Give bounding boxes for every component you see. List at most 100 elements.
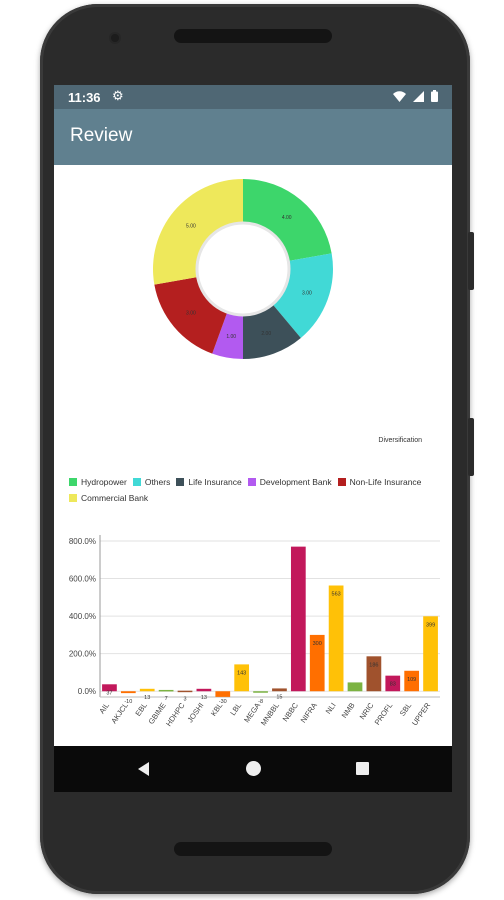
bar-value-label: 15 <box>276 694 282 700</box>
settings-icon: ⚙ <box>112 88 124 103</box>
bar-joshi[interactable] <box>196 688 212 692</box>
review-content: 4.00 3.00 2.00 1.00 3.00 5.00 Diversification… <box>54 165 452 772</box>
bar-nbbc[interactable] <box>290 546 306 692</box>
home-icon[interactable] <box>246 761 261 776</box>
pie-slice-life-insurance[interactable] <box>243 304 301 359</box>
x-tick-label: HDHPC <box>164 701 187 728</box>
y-tick-label: 600.0% <box>69 575 96 584</box>
legend-label: Non-Life Insurance <box>349 477 422 487</box>
bar-value-label: 563 <box>332 592 341 598</box>
y-tick-label: 0.0% <box>78 687 96 696</box>
bar-ebl[interactable] <box>139 688 155 692</box>
bar-value-label: 83 <box>390 682 396 688</box>
legend-swatch <box>69 494 77 502</box>
bar-value-label: -8 <box>258 699 263 705</box>
navigation-bar <box>54 746 452 792</box>
bar-mega[interactable] <box>253 691 268 693</box>
x-tick-label: NRIC <box>358 701 376 722</box>
back-icon[interactable] <box>138 762 149 776</box>
legend-label: Development Bank <box>259 477 332 487</box>
x-tick-label: JOSHI <box>185 701 205 724</box>
bar-ail[interactable] <box>102 684 117 692</box>
x-tick-label: PROFL <box>373 701 395 727</box>
bar-nmb[interactable] <box>347 682 363 692</box>
x-tick-label: NLI <box>324 701 338 716</box>
legend-swatch <box>69 478 77 486</box>
x-tick-label: AKJCL <box>109 701 130 725</box>
bar-kbl[interactable] <box>215 691 231 697</box>
y-tick-label: 800.0% <box>69 537 96 546</box>
app-bar: Review <box>54 109 452 165</box>
bar-mnbbl[interactable] <box>272 688 287 692</box>
signal-icon <box>413 90 424 102</box>
x-tick-label: AIL <box>97 701 111 715</box>
x-tick-label: NIFRA <box>299 701 319 725</box>
bar-profl[interactable] <box>385 675 401 692</box>
bar-sbl[interactable] <box>404 670 420 692</box>
bar-akjcl[interactable] <box>120 691 136 694</box>
bar-nifra[interactable] <box>309 634 325 692</box>
bar-value-label: -10 <box>124 699 132 705</box>
front-camera <box>111 34 119 42</box>
legend-item: Others <box>132 477 171 487</box>
bar-hdhpc[interactable] <box>177 690 193 693</box>
pie-value-label: 3.00 <box>302 290 312 296</box>
status-bar: 11:36 ⚙ <box>54 85 452 109</box>
legend-swatch <box>337 478 346 486</box>
bar-value-label: 3 <box>183 697 186 703</box>
battery-icon <box>431 90 438 102</box>
pie-value-label: 1.00 <box>226 334 236 340</box>
bar-value-label: 13 <box>144 695 150 701</box>
legend-item: Hydropower <box>69 477 127 487</box>
pie-value-label: 3.00 <box>186 311 196 317</box>
status-time: 11:36 <box>68 90 101 105</box>
x-tick-label: SBL <box>398 701 414 718</box>
power-button <box>468 418 474 476</box>
legend-item: Life Insurance <box>176 477 242 487</box>
bar-upper[interactable] <box>423 616 438 692</box>
legend-label: Others <box>144 477 171 487</box>
pie-value-label: 5.00 <box>186 223 196 229</box>
pie-slice-non-life-insurance[interactable] <box>154 276 228 354</box>
status-icons <box>393 90 438 102</box>
screen: 11:36 ⚙ Review 4.00 3.00 2.00 1.00 3.00 5.00 … <box>54 85 452 792</box>
bar-value-label: 7 <box>165 696 168 702</box>
bar-value-label: 143 <box>237 670 246 676</box>
donut-hole-ring <box>195 221 291 317</box>
bar-value-label: 37 <box>106 690 112 696</box>
bar-gbime[interactable] <box>158 689 174 692</box>
legend-label: Commercial Bank <box>81 493 149 503</box>
bar-value-label: 13 <box>201 695 207 701</box>
bar-value-label: 399 <box>426 622 435 628</box>
pie-slice-hydropower[interactable] <box>243 179 332 262</box>
y-tick-label: 200.0% <box>69 650 96 659</box>
bar-nli[interactable] <box>328 585 344 692</box>
y-tick-label: 400.0% <box>69 612 96 621</box>
pie-slice-commercial-bank[interactable] <box>153 179 243 285</box>
legend-item: Commercial Bank <box>69 493 148 503</box>
diversification-pie-chart[interactable]: 4.00 3.00 2.00 1.00 3.00 5.00 <box>152 178 334 360</box>
bar-value-label: 186 <box>369 662 378 668</box>
legend-label: Hydropower <box>81 477 127 487</box>
legend-swatch <box>247 478 256 486</box>
pie-description: Diversification <box>378 437 422 444</box>
page-title: Review <box>70 125 133 146</box>
bar-value-label: -30 <box>219 699 227 705</box>
recent-apps-icon[interactable] <box>356 762 369 775</box>
x-tick-label: NBBC <box>281 701 301 724</box>
legend-item: Development Bank <box>247 477 332 487</box>
x-tick-label: LBL <box>228 701 243 717</box>
bar-nric[interactable] <box>366 656 382 692</box>
pie-slice-others[interactable] <box>272 253 333 338</box>
bottom-speaker <box>174 842 332 856</box>
x-tick-label: NMB <box>340 701 357 720</box>
pie-slice-development-bank[interactable] <box>212 312 243 359</box>
profit-bar-chart[interactable]: 0.0% 200.0% 400.0% 600.0% 800.0% 37 AIL -10 AKJC… <box>54 527 452 777</box>
bar-value-label: 300 <box>313 641 322 647</box>
legend-swatch <box>132 478 141 486</box>
bar-lbl[interactable] <box>234 664 250 692</box>
legend-label: Life Insurance <box>188 477 242 487</box>
x-tick-label: UPPER <box>410 701 433 728</box>
volume-button <box>468 232 474 290</box>
pie-value-label: 2.00 <box>261 331 271 337</box>
